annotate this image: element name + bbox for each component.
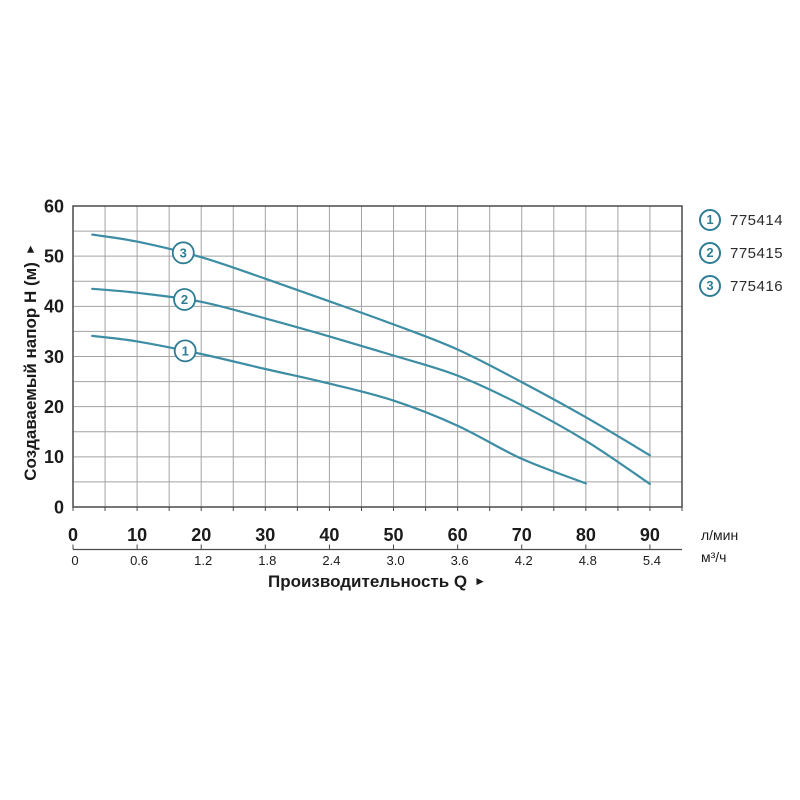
y-tick-label: 50 bbox=[44, 246, 64, 266]
x-tick-label-m3h: 0 bbox=[71, 553, 78, 568]
curve-marker-circle-3 bbox=[171, 241, 195, 265]
primary-unit-label: л/мин bbox=[701, 527, 739, 543]
axis-arrow-right-icon: ► bbox=[474, 574, 487, 588]
x-tick-label-m3h: 1.8 bbox=[258, 553, 276, 568]
plot-border bbox=[72, 205, 683, 508]
curve-marker-circle-2 bbox=[173, 288, 196, 311]
x-tick-label-lmin: 80 bbox=[576, 525, 596, 545]
y-tick-label: 10 bbox=[44, 447, 64, 467]
series-2-marker-icon: 2 bbox=[699, 242, 721, 264]
x-axis-ticks bbox=[72, 507, 683, 511]
x-tick-label-m3h: 4.2 bbox=[515, 553, 533, 568]
y-tick-label: 20 bbox=[44, 397, 64, 417]
legend-item: 3 775416 bbox=[699, 275, 783, 297]
series-2-code: 775415 bbox=[730, 244, 784, 262]
curve-marker-number: 2 bbox=[181, 292, 188, 307]
curve-marker-circle-1 bbox=[173, 339, 197, 363]
curve-number-markers: 1 2 3 bbox=[171, 241, 197, 363]
pump-curve-775415 bbox=[91, 287, 651, 485]
x-tick-label-lmin: 60 bbox=[448, 525, 468, 545]
x-tick-label-lmin: 0 bbox=[68, 525, 78, 545]
tick-labels: 0 10 20 30 40 50 60 0 10 20 30 40 50 60 70 80 90 0 0.6 1.2 1… bbox=[44, 196, 661, 568]
x-axis-title: Производительность Q ► bbox=[268, 572, 486, 592]
y-tick-label: 0 bbox=[54, 497, 64, 517]
y-tick-label: 40 bbox=[44, 297, 64, 317]
x-tick-label-m3h: 3.6 bbox=[451, 553, 469, 568]
x-tick-label-lmin: 10 bbox=[127, 525, 147, 545]
curve-marker-number: 1 bbox=[182, 343, 189, 358]
curve-marker-number: 3 bbox=[180, 245, 187, 260]
secondary-x-axis bbox=[72, 544, 682, 551]
pump-curves bbox=[91, 233, 651, 485]
x-tick-label-m3h: 1.2 bbox=[194, 553, 212, 568]
series-1-code: 775414 bbox=[730, 211, 784, 229]
series-3-code: 775416 bbox=[730, 277, 784, 295]
x-axis-title-text: Производительность Q bbox=[267, 572, 468, 591]
x-tick-label-m3h: 0.6 bbox=[130, 553, 148, 568]
x-tick-label-lmin: 70 bbox=[512, 525, 532, 545]
x-tick-label-lmin: 50 bbox=[384, 525, 404, 545]
y-axis-title: Создаваемый напор H (м) ► bbox=[21, 243, 41, 481]
x-tick-label-lmin: 20 bbox=[191, 525, 211, 545]
y-tick-label: 60 bbox=[44, 196, 64, 216]
series-3-marker-icon: 3 bbox=[699, 275, 721, 297]
x-tick-label-lmin: 30 bbox=[255, 525, 275, 545]
x-tick-label-lmin: 40 bbox=[319, 525, 339, 545]
series-1-marker-icon: 1 bbox=[699, 209, 721, 231]
legend: 1 775414 2 775415 3 775416 bbox=[699, 209, 783, 297]
grid-lines bbox=[73, 206, 682, 507]
y-axis-title-text: Создаваемый напор H (м) bbox=[21, 262, 40, 481]
x-tick-label-m3h: 3.0 bbox=[386, 553, 404, 568]
x-tick-label-lmin: 90 bbox=[640, 525, 660, 545]
y-tick-label: 30 bbox=[44, 347, 64, 367]
axis-arrow-up-icon: ► bbox=[23, 243, 37, 256]
x-tick-label-m3h: 2.4 bbox=[322, 553, 340, 568]
x-tick-label-m3h: 5.4 bbox=[643, 553, 661, 568]
secondary-unit-label: м³/ч bbox=[701, 549, 727, 565]
legend-item: 1 775414 bbox=[699, 209, 783, 231]
legend-item: 2 775415 bbox=[699, 242, 783, 264]
x-tick-label-m3h: 4.8 bbox=[579, 553, 597, 568]
pump-curve-775414 bbox=[91, 334, 587, 485]
